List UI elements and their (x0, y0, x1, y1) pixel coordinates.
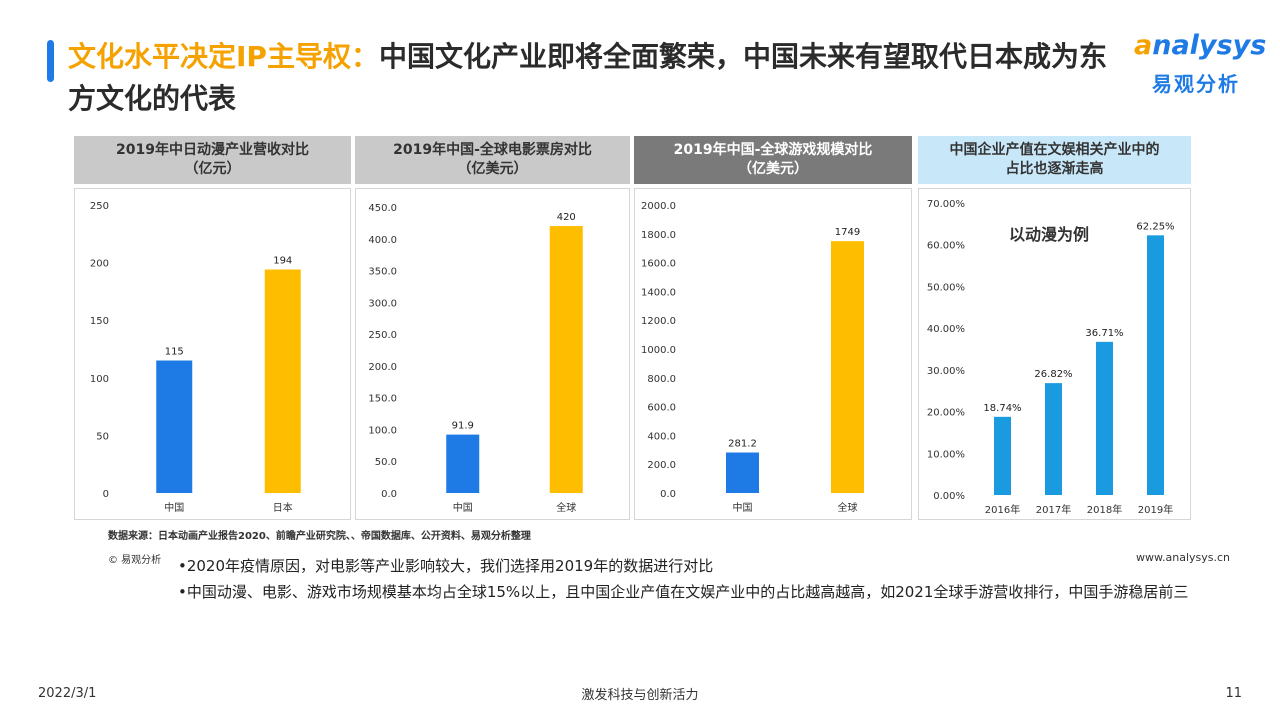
y-tick-label: 200 (90, 259, 109, 270)
chart4-annotation: 以动漫为例 (1009, 225, 1090, 244)
x-tick-label: 2019年 (1138, 503, 1173, 516)
y-tick-label: 150 (90, 316, 109, 327)
x-tick-label: 2018年 (1087, 503, 1122, 516)
y-tick-label: 200.0 (647, 460, 676, 471)
y-tick-label: 0.0 (381, 489, 397, 500)
bar-2019年 (1147, 235, 1164, 496)
y-tick-label: 0 (103, 489, 109, 500)
y-tick-label: 20.00% (927, 408, 965, 419)
y-tick-label: 250 (90, 201, 109, 212)
y-tick-label: 200.0 (368, 362, 397, 373)
y-tick-label: 30.00% (927, 366, 965, 377)
data-label: 194 (273, 256, 292, 267)
y-tick-label: 1400.0 (641, 287, 676, 298)
y-tick-label: 40.00% (927, 324, 965, 335)
y-tick-label: 10.00% (927, 449, 965, 460)
bar-中国 (446, 434, 480, 493)
website-link[interactable]: www.analysys.cn (1136, 551, 1230, 564)
bullet-notes: •2020年疫情原因，对电影等产业影响较大，我们选择用2019年的数据进行对比 … (178, 553, 1218, 605)
bar-中国 (726, 452, 759, 493)
y-tick-label: 300.0 (368, 298, 397, 309)
x-tick-label: 全球 (838, 501, 858, 514)
y-tick-label: 1600.0 (641, 259, 676, 270)
title-accent-bar (47, 40, 54, 82)
footer-date: 2022/3/1 (38, 686, 97, 701)
chart4-panel: 70.00% 60.00% 50.00% 40.00% 30.00% 20.00% 10.0… (918, 188, 1191, 520)
logo-chinese: 易观分析 (1152, 72, 1240, 96)
y-tick-label: 50.0 (375, 457, 397, 468)
y-tick-label: 1800.0 (641, 230, 676, 241)
y-tick-label: 600.0 (647, 403, 676, 414)
y-tick-label: 70.00% (927, 199, 965, 210)
copyright: © 易观分析 (108, 555, 162, 566)
title-highlight: 文化水平决定IP主导权： (68, 40, 379, 73)
box-office-chart: 450.0 400.0 350.0 300.0 250.0 200.0 150.0 100.0… (368, 203, 583, 514)
logo-wordmark-rest: nalysys (1152, 30, 1267, 61)
y-tick-label: 800.0 (647, 374, 676, 385)
data-label: 420 (557, 212, 576, 223)
x-tick-label: 2016年 (985, 503, 1020, 516)
logo-wordmark-a: a (1134, 30, 1153, 61)
data-label: 18.74% (983, 403, 1021, 414)
y-tick-label: 50 (96, 431, 109, 442)
y-tick-label: 0.0 (660, 489, 676, 500)
data-label: 62.25% (1136, 221, 1174, 232)
data-label: 1749 (835, 227, 860, 238)
bar-全球 (831, 241, 864, 493)
bar-2018年 (1096, 341, 1113, 495)
x-tick-label: 中国 (453, 501, 473, 514)
data-label: 91.9 (452, 421, 474, 432)
page-number: 11 (1225, 686, 1242, 701)
y-tick-label: 400.0 (647, 431, 676, 442)
y-tick-label: 100 (90, 374, 109, 385)
share-trend-chart: 70.00% 60.00% 50.00% 40.00% 30.00% 20.00% 10.0… (927, 199, 1175, 516)
logo-wordmark: analysys (1134, 30, 1266, 61)
x-tick-label: 2017年 (1036, 503, 1071, 516)
page-title: 文化水平决定IP主导权：中国文化产业即将全面繁荣，中国未来有望取代日本成为东方文… (68, 36, 1128, 120)
data-label: 281.2 (728, 439, 757, 450)
data-label: 36.71% (1085, 328, 1123, 339)
y-tick-label: 1000.0 (641, 345, 676, 356)
bullet-item: •中国动漫、电影、游戏市场规模基本均占全球15%以上，且中国企业产值在文娱产业中… (178, 583, 1189, 601)
y-tick-label: 1200.0 (641, 316, 676, 327)
x-tick-label: 全球 (556, 501, 576, 514)
analysys-logo: analysys 易观分析 (1130, 30, 1266, 96)
y-tick-label: 250.0 (368, 330, 397, 341)
bar-2017年 (1045, 383, 1062, 495)
chart2-header: 2019年中国-全球电影票房对比 （亿美元） (355, 136, 630, 184)
chart2-panel: 450.0 400.0 350.0 300.0 250.0 200.0 150.0 100.0… (355, 188, 630, 520)
y-tick-label: 350.0 (368, 267, 397, 278)
footer-slogan: 激发科技与创新活力 (581, 688, 699, 703)
x-tick-label: 日本 (273, 501, 293, 514)
bar-全球 (549, 226, 583, 494)
bar-中国 (156, 360, 193, 493)
bullet-item: •2020年疫情原因，对电影等产业影响较大，我们选择用2019年的数据进行对比 (178, 557, 714, 575)
chart1-header: 2019年中日动漫产业营收对比 （亿元） (74, 136, 351, 184)
y-tick-label: 2000.0 (641, 201, 676, 212)
bar-日本 (264, 269, 301, 493)
anime-revenue-chart: 250 200 150 100 50 0 115 中国 194 日本 (90, 201, 301, 514)
x-tick-label: 中国 (164, 501, 184, 514)
chart1-panel: 250 200 150 100 50 0 115 中国 194 日本 (74, 188, 351, 520)
y-tick-label: 150.0 (368, 394, 397, 405)
y-tick-label: 60.00% (927, 241, 965, 252)
data-label: 26.82% (1034, 369, 1072, 380)
data-label: 115 (165, 347, 184, 358)
game-market-chart: 2000.0 1800.0 1600.0 1400.0 1200.0 1000.0 800.… (641, 201, 864, 514)
y-tick-label: 50.00% (927, 282, 965, 293)
chart4-header: 中国企业产值在文娱相关产业中的 占比也逐渐走高 (918, 136, 1191, 184)
title-rest: 中国文化产业即将全面繁荣，中国未来有望取代日本成为东方文化的代表 (68, 40, 1107, 115)
bar-2016年 (994, 416, 1011, 495)
data-source: 数据来源：日本动画产业报告2020、前瞻产业研究院、、帝国数据库、公开资料、易观… (108, 531, 531, 542)
y-tick-label: 450.0 (368, 203, 397, 214)
chart3-header: 2019年中国-全球游戏规模对比 （亿美元） (634, 136, 912, 184)
y-tick-label: 400.0 (368, 235, 397, 246)
y-tick-label: 100.0 (368, 425, 397, 436)
y-tick-label: 0.00% (933, 491, 965, 502)
chart3-panel: 2000.0 1800.0 1600.0 1400.0 1200.0 1000.0 800.… (634, 188, 912, 520)
x-tick-label: 中国 (733, 501, 753, 514)
